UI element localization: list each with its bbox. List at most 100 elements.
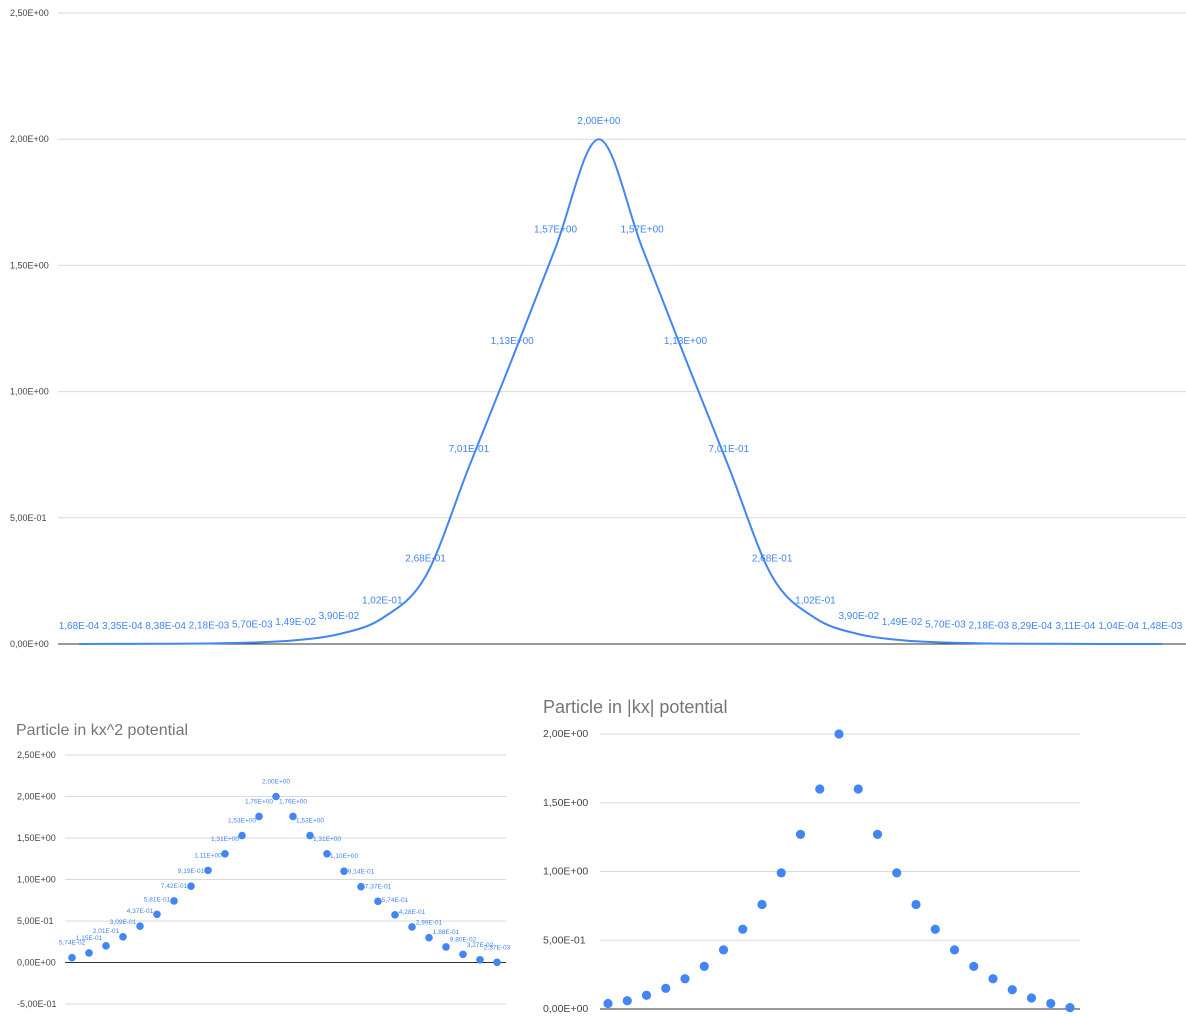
- data-label: 5,70E-03: [232, 620, 273, 631]
- data-label: 1,53E+00: [228, 818, 256, 825]
- data-label: 2,00E+00: [577, 116, 621, 127]
- data-point: [603, 998, 613, 1009]
- data-label: 7,01E-01: [709, 444, 750, 455]
- data-label: 1,13E+00: [664, 336, 708, 347]
- y-tick-label: 1,50E+00: [543, 797, 588, 809]
- data-label: 1,68E-04: [59, 621, 100, 632]
- data-label: 8,29E-04: [1012, 621, 1053, 632]
- data-label: 1,88E-01: [433, 929, 460, 936]
- data-point: [289, 812, 297, 821]
- data-label: 5,74E-01: [382, 897, 409, 904]
- y-tick-label: 2,00E+00: [17, 792, 56, 802]
- data-point: [102, 942, 110, 950]
- data-point: [153, 910, 161, 919]
- chart-title: Particle in kx^2 potential: [16, 722, 188, 739]
- y-tick-label: 0,00E+00: [10, 639, 49, 649]
- data-label: 2,68E-01: [752, 553, 793, 564]
- y-tick-label: 2,50E+00: [10, 8, 49, 18]
- data-label: 1,48E-03: [1142, 621, 1183, 632]
- y-tick-label: 1,50E+00: [17, 833, 56, 843]
- data-label: 5,81E-01: [144, 896, 171, 903]
- abs-kx-potential-scatter-chart: Particle in |kx| potential 0,00E+00 5,00E-…: [543, 697, 1080, 1015]
- data-point: [442, 943, 450, 951]
- data-label: 2,00E+00: [262, 779, 290, 786]
- data-point: [622, 996, 632, 1006]
- data-label: 2,99E-01: [416, 920, 443, 927]
- data-point: [136, 922, 144, 931]
- data-point: [459, 950, 467, 959]
- data-label: 1,31E+00: [313, 836, 341, 843]
- data-point: [1026, 993, 1037, 1003]
- y-tick-label: 1,00E+00: [17, 875, 56, 885]
- data-point: [221, 849, 229, 858]
- data-label: 4,28E-01: [399, 909, 426, 916]
- data-label: 1,57E+00: [534, 225, 578, 236]
- series-line: [78, 138, 1163, 645]
- data-point: [757, 899, 767, 910]
- data-point: [204, 866, 212, 875]
- data-point: [911, 899, 921, 910]
- data-label: 3,11E-04: [1055, 621, 1095, 632]
- data-point: [795, 829, 806, 839]
- data-label: 1,15E-01: [76, 935, 103, 942]
- data-label: 9,80E-02: [450, 936, 477, 943]
- data-point: [988, 974, 998, 984]
- data-point: [699, 961, 709, 971]
- y-tick-label: 1,50E+00: [10, 260, 49, 270]
- data-label: 7,42E-01: [161, 883, 188, 890]
- data-label: 3,90E-02: [319, 611, 360, 622]
- data-point: [641, 990, 652, 1000]
- data-point: [374, 897, 382, 906]
- data-point: [476, 955, 484, 964]
- data-label: 1,11E+00: [194, 852, 222, 859]
- data-point: [872, 829, 883, 839]
- data-point: [853, 784, 863, 794]
- y-tick-label: 1,00E+00: [10, 387, 49, 397]
- y-tick-label: 2,00E+00: [543, 728, 588, 740]
- data-point: [323, 849, 331, 858]
- data-point: [306, 831, 314, 840]
- data-label: 1,53E+00: [296, 818, 324, 825]
- data-point: [969, 961, 979, 971]
- data-label: 4,37E-01: [127, 908, 154, 915]
- kx2-potential-scatter-chart: Particle in kx^2 potential -5,00E-01 0,00E…: [16, 722, 511, 1009]
- data-point: [1065, 1003, 1075, 1013]
- data-point: [738, 924, 748, 934]
- data-point: [834, 729, 844, 739]
- y-tick-label: 5,00E-01: [10, 513, 47, 523]
- data-point: [170, 897, 178, 905]
- data-point: [85, 949, 93, 957]
- y-tick-label: 5,00E-01: [17, 916, 54, 926]
- data-point: [357, 882, 365, 891]
- data-label: 1,57E+00: [621, 225, 665, 236]
- data-label: 1,49E-02: [882, 617, 923, 628]
- data-label: 1,49E-02: [275, 617, 316, 628]
- data-label: 7,37E-01: [365, 883, 392, 890]
- y-tick-label: 1,00E+00: [543, 866, 588, 878]
- data-point: [493, 958, 501, 967]
- data-point: [776, 868, 786, 878]
- data-point: [718, 945, 729, 955]
- data-point: [408, 923, 416, 931]
- data-point: [391, 911, 399, 919]
- data-label: 5,74E-02: [59, 940, 86, 947]
- data-label: 3,09E-01: [110, 919, 137, 926]
- y-tick-label: 5,00E-01: [543, 934, 586, 946]
- data-point: [930, 924, 940, 934]
- data-label: 2,68E-01: [405, 553, 446, 564]
- y-tick-label: 2,00E+00: [10, 134, 49, 144]
- data-label: 1,76E+00: [245, 798, 273, 805]
- data-point: [238, 831, 246, 840]
- data-point: [815, 784, 825, 794]
- data-label: 9,14E-01: [348, 869, 375, 876]
- data-point: [680, 974, 690, 984]
- data-label: 1,02E-01: [795, 595, 836, 606]
- data-point: [340, 867, 348, 875]
- data-label: 2,18E-03: [189, 620, 230, 631]
- data-point: [68, 953, 76, 962]
- data-label: 8,38E-04: [145, 621, 186, 632]
- data-point: [425, 933, 433, 942]
- data-point: [255, 812, 263, 821]
- y-tick-label: 0,00E+00: [17, 958, 56, 968]
- chart-title: Particle in |kx| potential: [543, 697, 727, 717]
